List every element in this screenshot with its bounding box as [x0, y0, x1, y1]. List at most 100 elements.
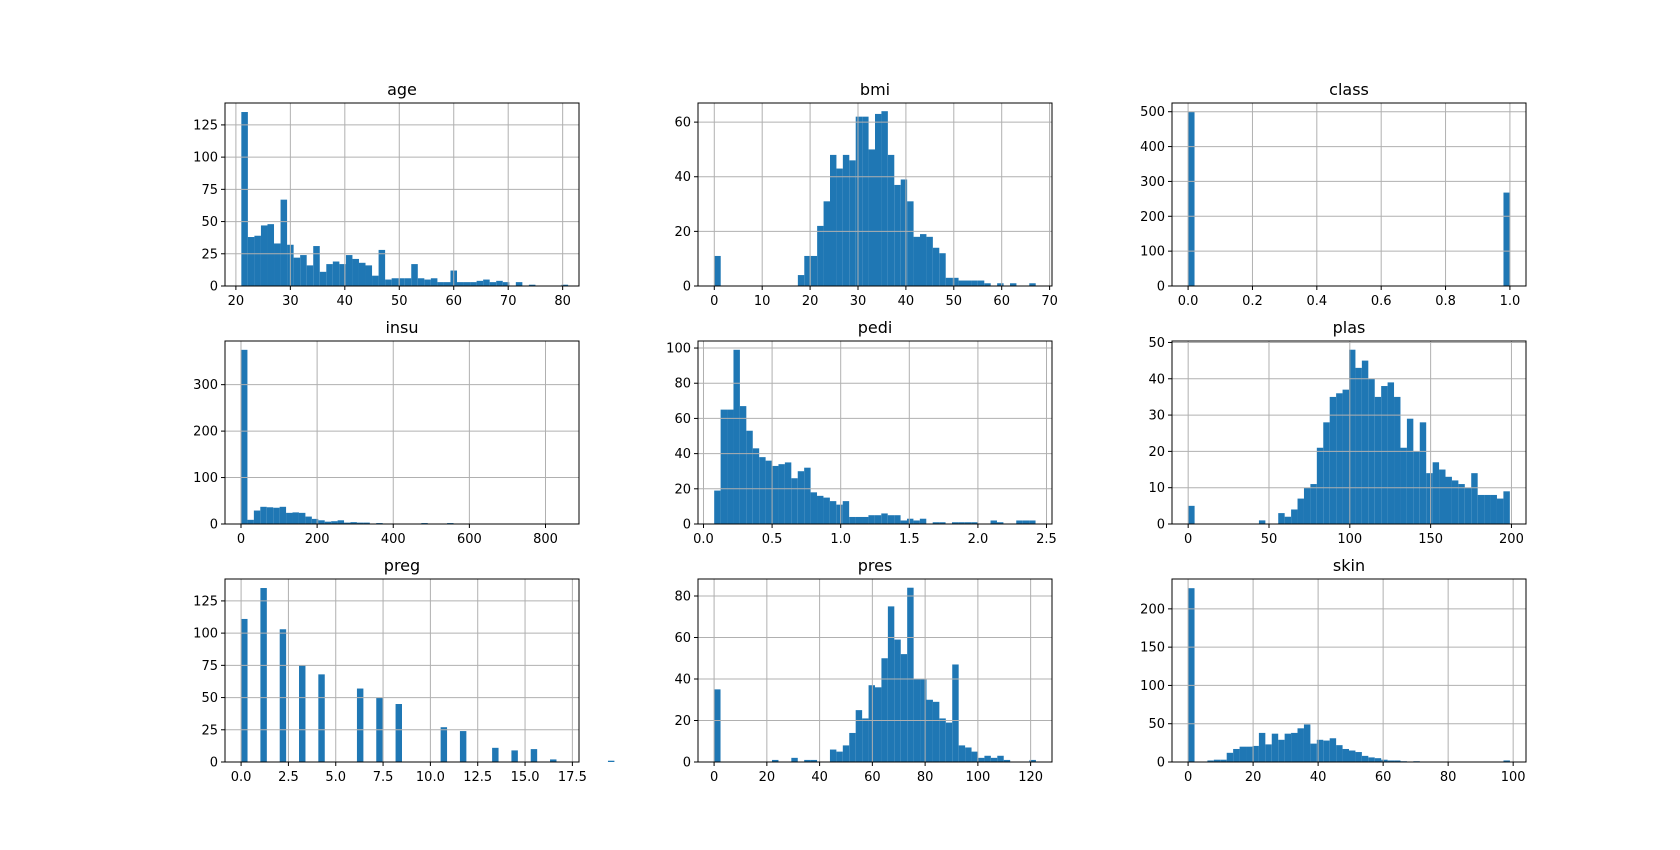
- bar: [746, 430, 753, 524]
- y-tick-label: 60: [674, 631, 691, 646]
- subplot-skin: 0 20 40 60 80 100 0 50 100 150 200 skin: [1140, 556, 1527, 785]
- bar: [1503, 491, 1510, 524]
- bar: [404, 278, 412, 286]
- bar: [772, 465, 779, 524]
- bar: [298, 512, 306, 524]
- bar: [919, 518, 927, 524]
- x-tick-label: 0: [1184, 770, 1192, 785]
- bar: [476, 280, 484, 286]
- bar: [875, 687, 882, 762]
- bar: [274, 243, 281, 286]
- bar: [945, 277, 953, 286]
- x-tick-label: 0: [710, 770, 718, 785]
- bar: [1239, 746, 1247, 762]
- bar: [817, 225, 824, 286]
- x-tick-label: 0.6: [1371, 294, 1392, 309]
- x-tick-label: 2.0: [968, 532, 989, 547]
- bar: [849, 516, 856, 524]
- x-tick-label: 40: [898, 294, 915, 309]
- bar: [395, 704, 402, 762]
- x-tick-label: 100: [1337, 532, 1362, 547]
- bar: [842, 501, 850, 524]
- y-tick-label: 0: [210, 518, 218, 533]
- bar: [900, 654, 908, 762]
- bar: [971, 280, 978, 286]
- bar: [1349, 349, 1356, 524]
- bar: [260, 588, 267, 762]
- bar: [607, 760, 615, 762]
- bar: [887, 606, 895, 762]
- bar: [345, 255, 353, 286]
- y-tick-label: 100: [1140, 245, 1165, 260]
- subplot-age: 20 30 40 50 60 70 80 0 25 50 75 100 125 age: [193, 80, 580, 309]
- bar: [411, 264, 418, 286]
- bar: [1258, 732, 1266, 762]
- bar: [1329, 396, 1337, 524]
- bar: [932, 522, 940, 524]
- bar: [319, 271, 327, 286]
- y-tick-label: 40: [674, 673, 691, 688]
- bar: [907, 587, 914, 762]
- subplot-title: class: [1329, 80, 1369, 99]
- bar: [443, 282, 451, 286]
- y-tick-label: 125: [193, 118, 218, 133]
- axes-frame: [1171, 578, 1527, 763]
- y-tick-label: 125: [193, 594, 218, 609]
- x-tick-label: 1.0: [1500, 294, 1521, 309]
- bar: [457, 282, 464, 286]
- bar: [900, 520, 907, 524]
- bar: [900, 179, 908, 286]
- x-tick-label: 10.0: [416, 770, 445, 785]
- bar: [502, 282, 510, 286]
- x-tick-label: 400: [381, 532, 406, 547]
- bar: [720, 409, 728, 524]
- x-tick-label: 0.2: [1242, 294, 1263, 309]
- axes-frame: [697, 340, 1053, 525]
- bar: [267, 224, 275, 286]
- y-tick-label: 50: [1148, 336, 1165, 351]
- bar: [1284, 516, 1292, 524]
- x-tick-label: 10: [754, 294, 771, 309]
- bar: [1381, 386, 1388, 524]
- bar: [1394, 396, 1401, 524]
- x-tick-label: 0.0: [231, 770, 252, 785]
- bar: [1246, 746, 1253, 762]
- bar: [1252, 745, 1259, 762]
- bar: [1400, 447, 1407, 524]
- y-tick-label: 0: [210, 756, 218, 771]
- bar: [437, 282, 444, 286]
- bar: [515, 282, 523, 286]
- bar: [483, 279, 490, 286]
- bar: [1323, 740, 1330, 762]
- bar: [996, 522, 1004, 524]
- bar: [326, 264, 333, 286]
- bar: [489, 282, 497, 286]
- bar: [862, 116, 869, 287]
- x-tick-label: 7.5: [373, 770, 394, 785]
- bar: [1029, 759, 1036, 762]
- y-tick-label: 200: [193, 425, 218, 440]
- bar: [977, 280, 985, 286]
- x-tick-label: 20: [802, 294, 819, 309]
- bar: [1271, 733, 1279, 762]
- bar: [1419, 422, 1427, 524]
- x-tick-label: 70: [500, 294, 517, 309]
- x-tick-label: 20: [1245, 770, 1262, 785]
- subplot-pedi: 0.0 0.5 1.0 1.5 2.0 2.5 0 20 40 60 80 100 pedi: [666, 318, 1057, 547]
- x-tick-label: 80: [1440, 770, 1457, 785]
- x-tick-label: 0: [1184, 532, 1192, 547]
- x-tick-label: 40: [1310, 770, 1327, 785]
- bar: [1291, 732, 1298, 762]
- x-tick-label: 30: [850, 294, 867, 309]
- bar: [784, 462, 792, 524]
- y-tick-label: 300: [193, 378, 218, 393]
- x-tick-label: 60: [1375, 770, 1392, 785]
- subplot-title: insu: [385, 318, 418, 337]
- bar: [266, 507, 274, 524]
- bar: [1188, 588, 1195, 762]
- bar: [823, 201, 831, 286]
- bar: [926, 236, 933, 286]
- bar: [1484, 494, 1491, 524]
- bar: [752, 448, 760, 524]
- bar: [391, 278, 399, 286]
